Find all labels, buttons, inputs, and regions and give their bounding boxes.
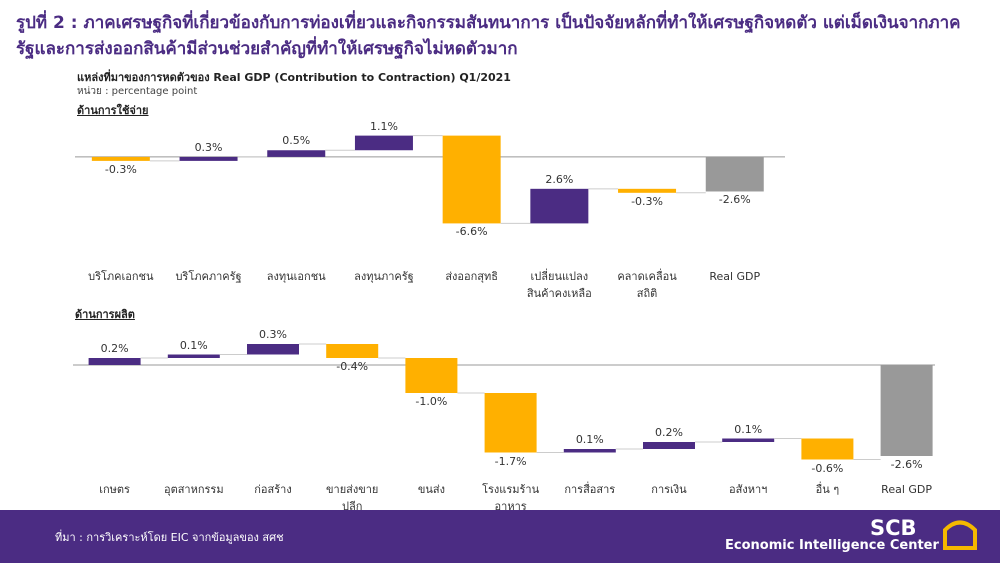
bar (247, 344, 299, 355)
section-label: ด้านการผลิต (75, 308, 135, 321)
bar (563, 449, 616, 453)
bar (179, 156, 238, 161)
category-label: คลาดเคลื่อนสถิติ (617, 270, 677, 300)
tagline: Economic Intelligence Center (725, 538, 939, 553)
bar (722, 438, 775, 442)
bar (705, 156, 764, 192)
value-label: 0.5% (282, 134, 311, 148)
value-label: 2.6% (545, 172, 574, 186)
footer (0, 510, 1000, 563)
bar (643, 442, 695, 449)
value-label: -0.3% (104, 162, 137, 176)
value-label: 0.1% (179, 338, 208, 352)
value-label: 0.1% (575, 433, 604, 446)
bar (267, 150, 326, 157)
bar (801, 438, 854, 460)
category-label: Real GDP (881, 483, 933, 496)
category-label: อุตสาหกรรม (163, 483, 224, 496)
value-label: 0.3% (194, 140, 223, 154)
value-label: -1.7% (494, 454, 527, 468)
value-label: -1.0% (415, 395, 448, 408)
category-label: เกษตร (99, 483, 130, 496)
category-label: Real GDP (709, 270, 761, 283)
bar (530, 188, 589, 224)
category-label: บริโภคภาครัฐ (175, 270, 242, 283)
bar (484, 393, 537, 453)
bar (618, 188, 677, 193)
category-label: การสื่อสาร (564, 483, 616, 496)
category-label: เปลี่ยนแปลงสินค้าคงเหลือ (526, 270, 592, 300)
bar (88, 358, 141, 365)
category-label: ลงทุนภาครัฐ (354, 270, 414, 283)
logo: SCB (870, 516, 917, 540)
value-label: -0.3% (631, 194, 663, 208)
value-label: -0.6% (811, 461, 844, 475)
category-label: โรงแรมร้านอาหาร (482, 483, 540, 513)
unit: หน่วย : percentage point (77, 86, 198, 97)
title: รูปที่ 2 : ภาคเศรษฐกิจที่เกี่ยวข้องกับกา… (16, 13, 961, 59)
section-label: ด้านการใช้จ่าย (77, 104, 149, 117)
bar (442, 135, 501, 224)
bar (91, 156, 150, 161)
value-label: -2.6% (718, 193, 751, 207)
bar (167, 354, 220, 358)
category-label: ส่งออกสุทธิ (445, 270, 498, 283)
source: ที่มา : การวิเคราะห์โดย EIC จากข้อมูลของ… (55, 531, 284, 544)
value-label: 1.1% (369, 119, 398, 133)
value-label: 0.2% (100, 342, 129, 355)
value-label: -6.6% (455, 225, 488, 239)
bar (405, 358, 458, 393)
category-label: บริโภคเอกชน (88, 270, 154, 283)
category-label: การเงิน (651, 483, 687, 496)
category-label: อื่น ๆ (815, 483, 840, 496)
subtitle: แหล่งที่มาของการหดตัวของ Real GDP (Contr… (77, 71, 511, 84)
bar (880, 365, 933, 456)
category-label: ขนส่ง (417, 483, 445, 496)
value-label: -0.4% (336, 360, 369, 373)
value-label: 0.3% (259, 328, 287, 341)
category-label: อสังหาฯ (729, 483, 768, 496)
bar (326, 344, 379, 358)
category-label: ก่อสร้าง (254, 483, 292, 496)
value-label: 0.2% (655, 426, 683, 439)
category-label: ขายส่งขายปลีก (326, 483, 379, 513)
value-label: 0.1% (734, 422, 763, 436)
bar (354, 135, 413, 151)
value-label: -2.6% (890, 458, 923, 471)
category-label: ลงทุนเอกชน (266, 270, 326, 283)
